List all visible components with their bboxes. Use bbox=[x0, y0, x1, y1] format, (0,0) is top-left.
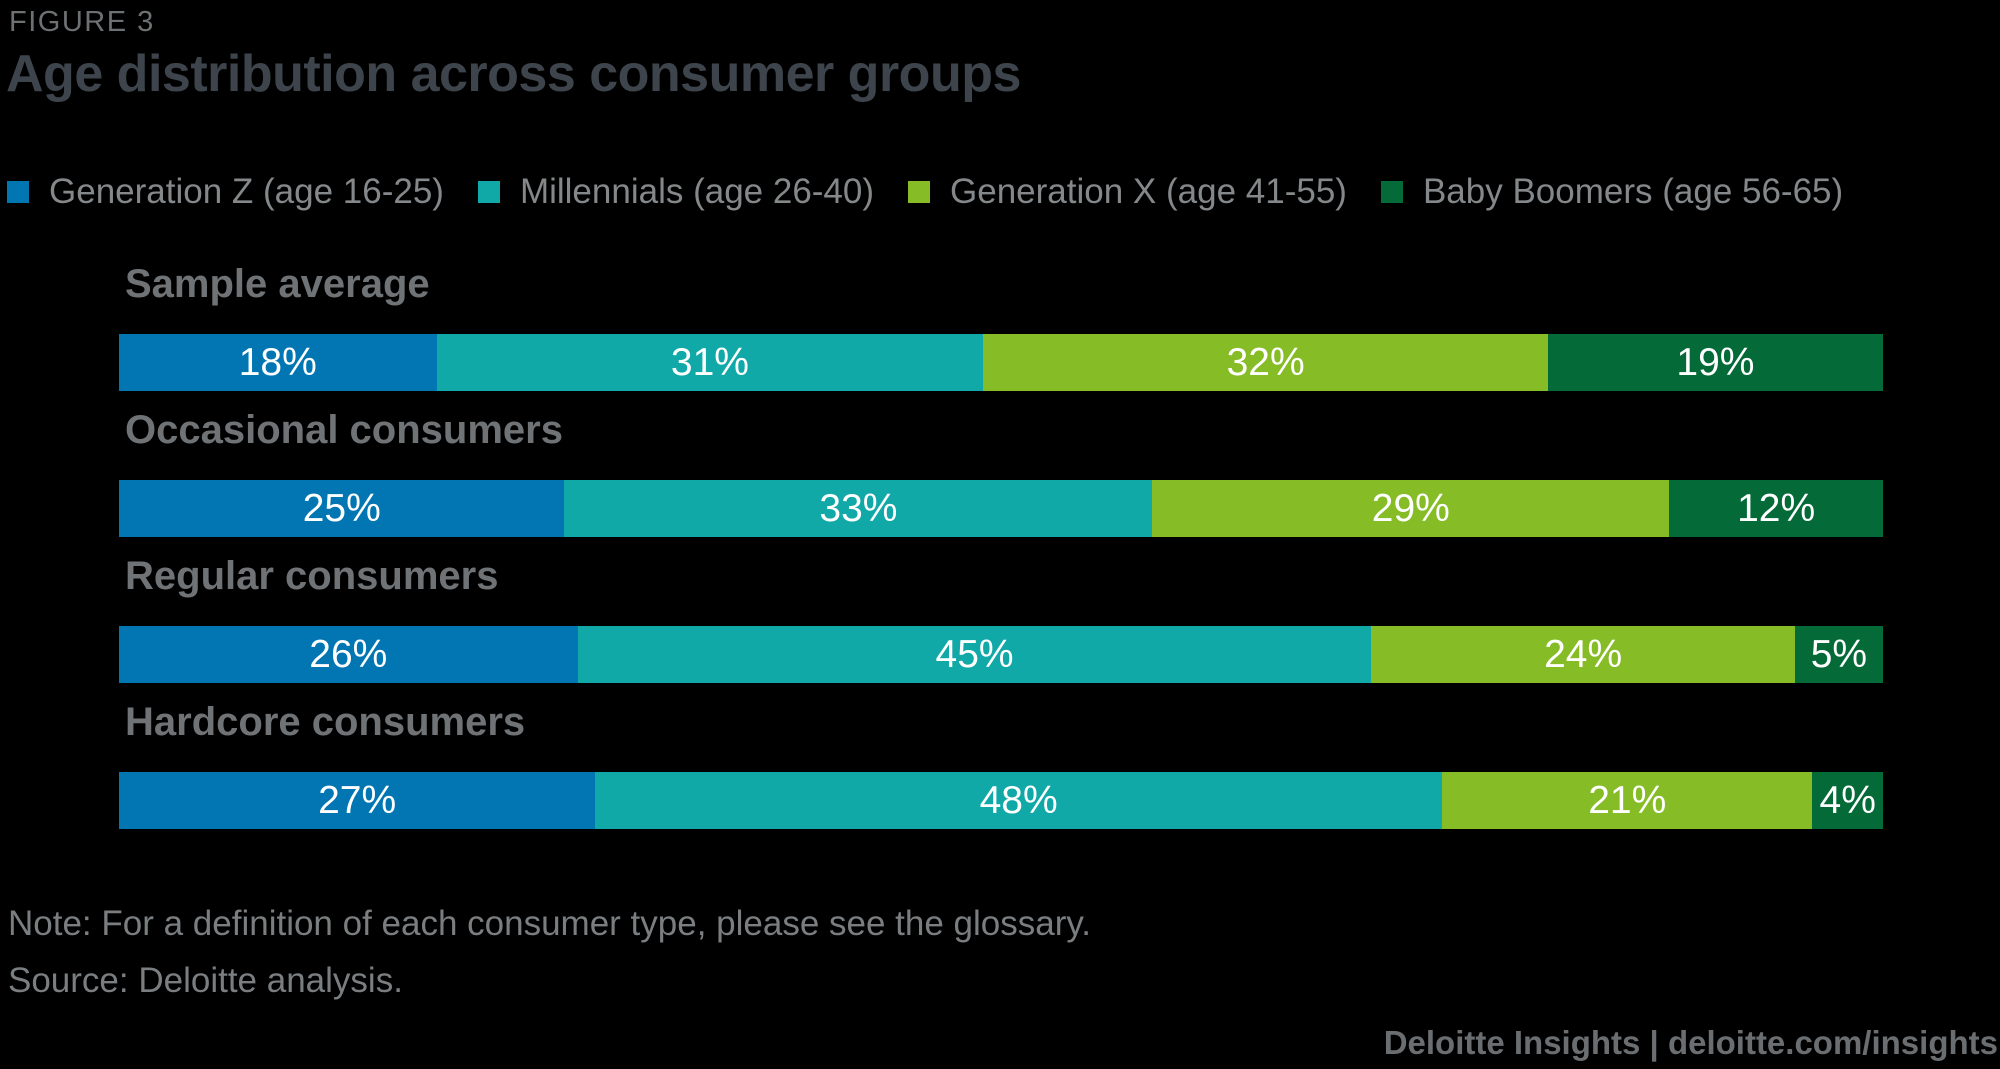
chart-row: Sample average 18% 31% 32% 19% bbox=[119, 260, 1883, 391]
bar-segment: 24% bbox=[1371, 626, 1795, 683]
segment-value-label: 31% bbox=[670, 340, 749, 384]
segment-value-label: 25% bbox=[302, 486, 381, 530]
bar-segment: 48% bbox=[595, 772, 1442, 829]
bar-segment: 29% bbox=[1152, 480, 1670, 537]
chart-row: Occasional consumers 25% 33% 29% 12% bbox=[119, 406, 1883, 537]
legend-item: Millennials (age 26-40) bbox=[477, 172, 875, 212]
bar-segment: 5% bbox=[1794, 626, 1883, 683]
legend-label: Baby Boomers (age 56-65) bbox=[1422, 172, 1844, 211]
bar-segment: 21% bbox=[1442, 772, 1813, 829]
bar-segment: 18% bbox=[119, 334, 437, 391]
stacked-bar: 18% 31% 32% 19% bbox=[119, 334, 1883, 391]
legend-swatch-icon bbox=[7, 181, 29, 203]
legend-item: Generation X (age 41-55) bbox=[908, 172, 1347, 212]
bar-segment: 4% bbox=[1812, 772, 1883, 829]
figure-number-label: FIGURE 3 bbox=[9, 6, 155, 38]
stacked-bar-chart: Sample average 18% 31% 32% 19% Occasional con… bbox=[119, 260, 1883, 844]
legend-item: Baby Boomers (age 56-65) bbox=[1380, 172, 1844, 212]
row-label: Hardcore consumers bbox=[125, 700, 526, 744]
segment-value-label: 5% bbox=[1810, 632, 1868, 676]
chart-notes: Note: For a definition of each consumer … bbox=[8, 903, 1091, 1002]
segment-value-label: 32% bbox=[1226, 340, 1305, 384]
bar-segment: 26% bbox=[119, 626, 578, 683]
legend-swatch-icon bbox=[1380, 181, 1403, 203]
stacked-bar: 26% 45% 24% 5% bbox=[119, 626, 1883, 683]
row-label: Occasional consumers bbox=[125, 408, 563, 452]
bar-segment: 27% bbox=[119, 772, 596, 829]
segment-value-label: 21% bbox=[1588, 778, 1667, 822]
legend-label: Millennials (age 26-40) bbox=[519, 172, 875, 211]
bar-segment: 32% bbox=[983, 334, 1548, 391]
chart-legend: Generation Z (age 16-25) Millennials (age… bbox=[7, 172, 1843, 212]
segment-value-label: 24% bbox=[1544, 632, 1623, 676]
chart-title: Age distribution across consumer groups bbox=[6, 45, 1021, 103]
segment-value-label: 33% bbox=[819, 486, 898, 530]
segment-value-label: 27% bbox=[318, 778, 397, 822]
note-text: Note: For a definition of each consumer … bbox=[8, 904, 1092, 943]
row-label: Regular consumers bbox=[125, 554, 499, 598]
brand-url: deloitte.com/insights bbox=[1667, 1024, 1998, 1061]
segment-value-label: 29% bbox=[1371, 486, 1450, 530]
segment-value-label: 48% bbox=[979, 778, 1058, 822]
chart-row: Regular consumers 26% 45% 24% 5% bbox=[119, 552, 1883, 683]
stacked-bar: 25% 33% 29% 12% bbox=[119, 480, 1883, 537]
deloitte-insights-branding: Deloitte Insights | deloitte.com/insight… bbox=[1384, 1024, 1998, 1062]
segment-value-label: 19% bbox=[1676, 340, 1755, 384]
bar-segment: 45% bbox=[577, 626, 1372, 683]
segment-value-label: 45% bbox=[935, 632, 1014, 676]
segment-value-label: 4% bbox=[1819, 778, 1876, 822]
source-text: Source: Deloitte analysis. bbox=[8, 961, 403, 1000]
legend-label: Generation Z (age 16-25) bbox=[49, 172, 444, 211]
legend-swatch-icon bbox=[477, 181, 500, 203]
stacked-bar: 27% 48% 21% 4% bbox=[119, 772, 1883, 829]
bar-segment: 19% bbox=[1547, 334, 1883, 391]
brand-name: Deloitte Insights bbox=[1383, 1024, 1641, 1061]
bar-segment: 31% bbox=[436, 334, 984, 391]
legend-label: Generation X (age 41-55) bbox=[950, 172, 1347, 211]
brand-separator: | bbox=[1640, 1024, 1668, 1061]
row-label: Sample average bbox=[125, 262, 430, 306]
legend-item: Generation Z (age 16-25) bbox=[7, 172, 444, 212]
bar-segment: 33% bbox=[564, 480, 1153, 537]
bar-segment: 12% bbox=[1669, 480, 1883, 537]
segment-value-label: 12% bbox=[1737, 486, 1816, 530]
segment-value-label: 18% bbox=[238, 340, 317, 384]
segment-value-label: 26% bbox=[309, 632, 388, 676]
chart-row: Hardcore consumers 27% 48% 21% 4% bbox=[119, 698, 1883, 829]
legend-swatch-icon bbox=[908, 181, 931, 203]
bar-segment: 25% bbox=[119, 480, 565, 537]
